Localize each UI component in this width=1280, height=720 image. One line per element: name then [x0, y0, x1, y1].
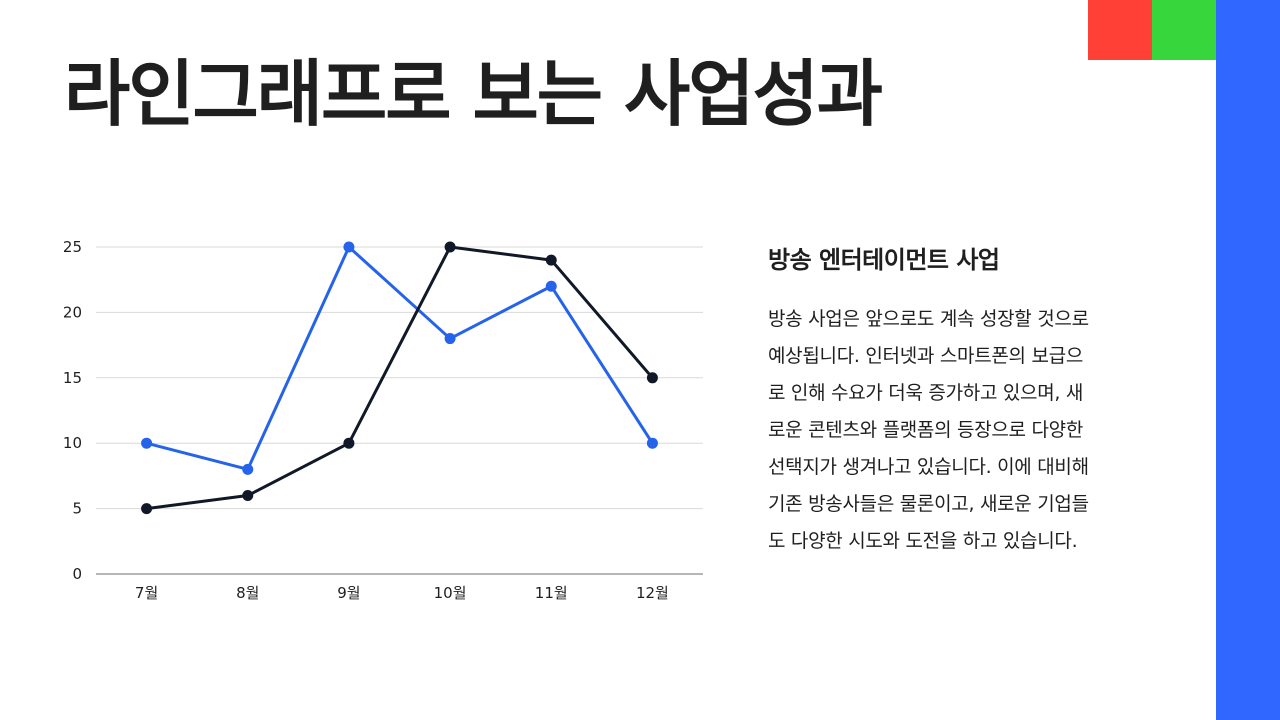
line-chart: 0 5 10 15 20 25 7월 8월 9월 10월 11월 12월	[40, 225, 720, 615]
x-tick-label: 7월	[135, 584, 158, 602]
data-point	[141, 503, 153, 515]
data-point	[343, 437, 355, 449]
data-point	[444, 241, 456, 253]
data-point	[646, 372, 658, 384]
data-point	[242, 490, 254, 502]
x-tick-label: 8월	[236, 584, 259, 602]
y-tick-label: 0	[72, 565, 82, 583]
x-tick-label: 10월	[434, 584, 467, 602]
series-line	[145, 245, 654, 471]
side-body-line: 선택지가 생겨나고 있습니다. 이에 대비해	[768, 456, 1089, 478]
data-point	[242, 463, 254, 475]
x-tick-label: 11월	[535, 584, 568, 602]
data-point	[141, 437, 153, 449]
x-tick-label: 12월	[636, 584, 669, 602]
side-body-line: 기존 방송사들은 물론이고, 새로운 기업들	[768, 493, 1089, 515]
y-tick-label: 20	[63, 303, 82, 321]
y-tick-label: 10	[63, 434, 82, 452]
y-tick-label: 25	[63, 238, 82, 256]
x-tick-label: 9월	[337, 584, 360, 602]
data-point	[444, 333, 456, 345]
side-heading: 방송 엔터테이먼트 사업	[768, 246, 1000, 274]
data-point	[343, 241, 355, 253]
data-point	[545, 254, 557, 266]
page-title: 라인그래프로 보는 사업성과	[64, 52, 883, 136]
accent-red-block	[1088, 0, 1152, 60]
side-body-line: 로 인해 수요가 더욱 증가하고 있으며, 새	[768, 382, 1084, 404]
side-body-line: 방송 사업은 앞으로도 계속 성장할 것으로	[768, 308, 1089, 330]
y-tick-label: 15	[63, 369, 82, 387]
side-body: 방송 사업은 앞으로도 계속 성장할 것으로 예상됩니다. 인터넷과 스마트폰의…	[768, 301, 1168, 560]
y-tick-label: 5	[72, 500, 82, 518]
accent-green-block	[1152, 0, 1216, 60]
side-body-line: 예상됩니다. 인터넷과 스마트폰의 보급으	[768, 345, 1084, 367]
chart-svg: 0 5 10 15 20 25 7월 8월 9월 10월 11월 12월	[63, 238, 703, 602]
series-line	[145, 245, 654, 511]
accent-blue-bar	[1216, 0, 1280, 720]
side-panel: 방송 엔터테이먼트 사업 방송 사업은 앞으로도 계속 성장할 것으로 예상됩니…	[768, 240, 1168, 560]
side-body-line: 도 다양한 시도와 도전을 하고 있습니다.	[768, 530, 1078, 552]
side-body-line: 로운 콘텐츠와 플랫폼의 등장으로 다양한	[768, 419, 1084, 441]
data-point	[545, 280, 557, 292]
data-point	[646, 437, 658, 449]
